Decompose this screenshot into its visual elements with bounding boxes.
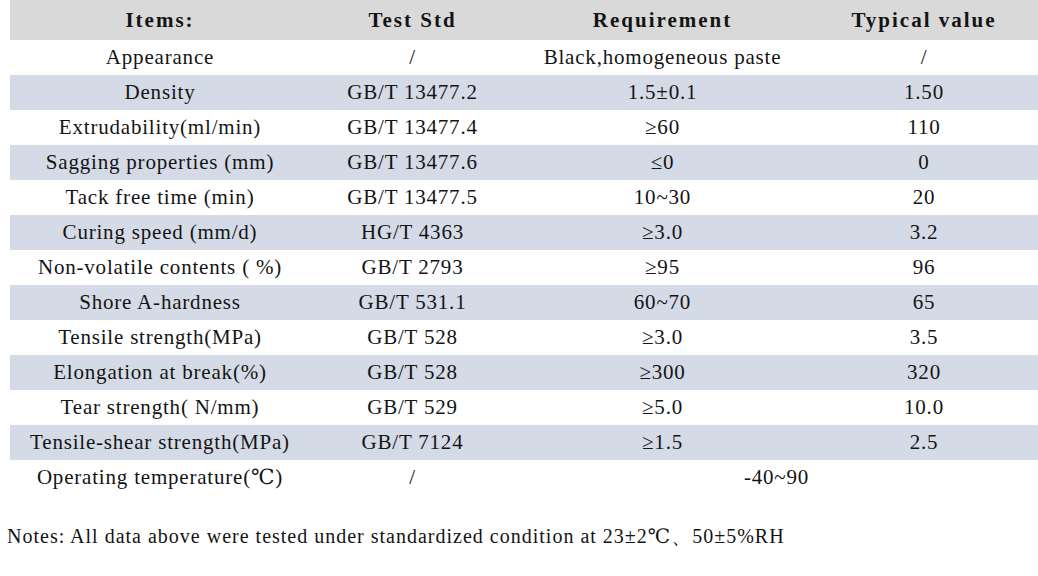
requirement-cell: 60~70: [515, 285, 810, 320]
item-cell: Shore A-hardness: [10, 285, 310, 320]
test-std-cell: GB/T 528: [310, 320, 515, 355]
requirement-cell: ≥1.5: [515, 425, 810, 460]
typical-value-cell: 320: [810, 355, 1038, 390]
table-row: Shore A-hardnessGB/T 531.160~7065: [10, 285, 1038, 320]
table-row: Elongation at break(%)GB/T 528≥300320: [10, 355, 1038, 390]
table-row: Curing speed (mm/d)HG/T 4363≥3.03.2: [10, 215, 1038, 250]
item-cell: Non-volatile contents ( %): [10, 250, 310, 285]
typical-value-cell: 2.5: [810, 425, 1038, 460]
typical-value-cell: 3.5: [810, 320, 1038, 355]
item-cell: Tensile-shear strength(MPa): [10, 425, 310, 460]
typical-value-cell: 0: [810, 145, 1038, 180]
col-header-requirement: Requirement: [515, 0, 810, 40]
typical-value-cell: 96: [810, 250, 1038, 285]
item-cell: Curing speed (mm/d): [10, 215, 310, 250]
test-std-cell: GB/T 13477.2: [310, 75, 515, 110]
table-row: Appearance/Black,homogeneous paste/: [10, 40, 1038, 75]
typical-value-cell: 65: [810, 285, 1038, 320]
test-std-cell: /: [310, 40, 515, 75]
requirement-cell: ≥60: [515, 110, 810, 145]
typical-value-cell: /: [810, 40, 1038, 75]
table-row: Sagging properties (mm)GB/T 13477.6≤00: [10, 145, 1038, 180]
test-std-cell: /: [310, 460, 515, 495]
table-row: Non-volatile contents ( %)GB/T 2793≥9596: [10, 250, 1038, 285]
requirement-cell: ≥95: [515, 250, 810, 285]
typical-value-cell: 1.50: [810, 75, 1038, 110]
item-cell: Elongation at break(%): [10, 355, 310, 390]
test-std-cell: GB/T 7124: [310, 425, 515, 460]
test-std-cell: GB/T 529: [310, 390, 515, 425]
col-header-items: Items:: [10, 0, 310, 40]
test-std-cell: GB/T 2793: [310, 250, 515, 285]
spec-table: Items: Test Std Requirement Typical valu…: [10, 0, 1038, 495]
requirement-cell: 1.5±0.1: [515, 75, 810, 110]
test-std-cell: HG/T 4363: [310, 215, 515, 250]
item-cell: Tensile strength(MPa): [10, 320, 310, 355]
item-cell: Sagging properties (mm): [10, 145, 310, 180]
table-row: Extrudability(ml/min)GB/T 13477.4≥60110: [10, 110, 1038, 145]
typical-value-cell: 10.0: [810, 390, 1038, 425]
col-header-test-std: Test Std: [310, 0, 515, 40]
requirement-cell: ≥3.0: [515, 320, 810, 355]
requirement-cell: ≥300: [515, 355, 810, 390]
typical-value-cell: 110: [810, 110, 1038, 145]
table-row: DensityGB/T 13477.21.5±0.11.50: [10, 75, 1038, 110]
item-cell: Tear strength( N/mm): [10, 390, 310, 425]
test-std-cell: GB/T 13477.5: [310, 180, 515, 215]
range-cell: -40~90: [515, 460, 1038, 495]
requirement-cell: ≤0: [515, 145, 810, 180]
typical-value-cell: 20: [810, 180, 1038, 215]
table-row-operating-temperature: Operating temperature(℃) / -40~90: [10, 460, 1038, 495]
item-cell: Density: [10, 75, 310, 110]
test-std-cell: GB/T 531.1: [310, 285, 515, 320]
table-row: Tack free time (min)GB/T 13477.510~3020: [10, 180, 1038, 215]
item-cell: Extrudability(ml/min): [10, 110, 310, 145]
test-std-cell: GB/T 13477.6: [310, 145, 515, 180]
table-row: Tensile-shear strength(MPa)GB/T 7124≥1.5…: [10, 425, 1038, 460]
item-cell: Appearance: [10, 40, 310, 75]
typical-value-cell: 3.2: [810, 215, 1038, 250]
requirement-cell: ≥3.0: [515, 215, 810, 250]
col-header-typical-value: Typical value: [810, 0, 1038, 40]
table-row: Tensile strength(MPa)GB/T 528≥3.03.5: [10, 320, 1038, 355]
notes: Notes: All data above were tested under …: [7, 523, 785, 550]
header-row: Items: Test Std Requirement Typical valu…: [10, 0, 1038, 40]
requirement-cell: Black,homogeneous paste: [515, 40, 810, 75]
requirement-cell: ≥5.0: [515, 390, 810, 425]
test-std-cell: GB/T 528: [310, 355, 515, 390]
table-row: Tear strength( N/mm)GB/T 529≥5.010.0: [10, 390, 1038, 425]
item-cell: Operating temperature(℃): [10, 460, 310, 495]
requirement-cell: 10~30: [515, 180, 810, 215]
test-std-cell: GB/T 13477.4: [310, 110, 515, 145]
item-cell: Tack free time (min): [10, 180, 310, 215]
